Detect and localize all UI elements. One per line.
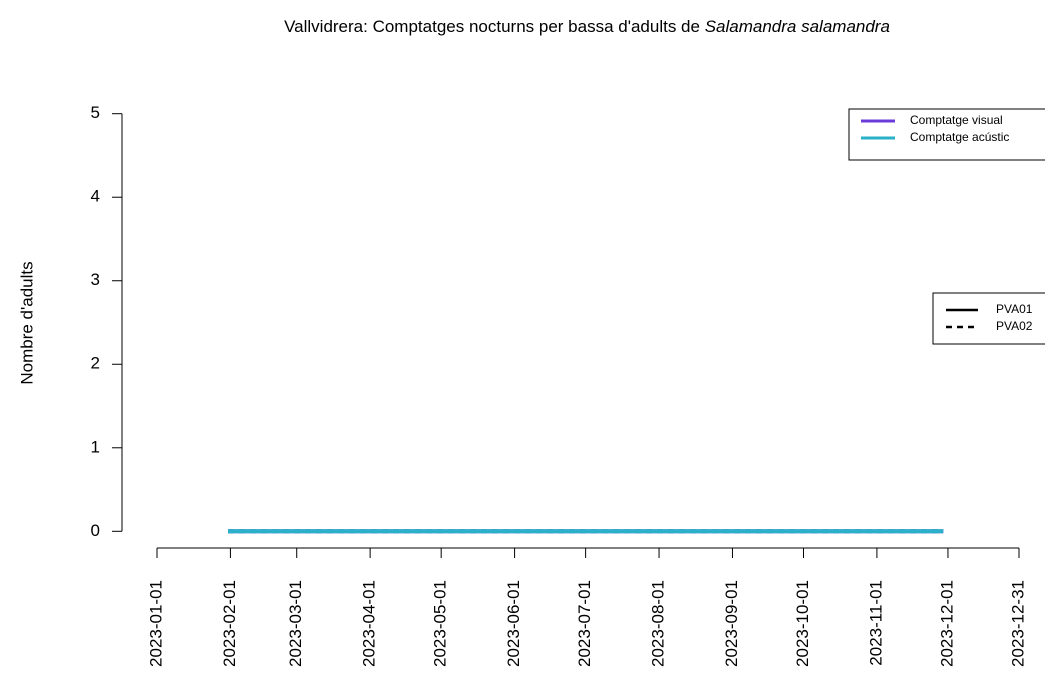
- x-tick-label: 2023-03-01: [286, 580, 305, 667]
- x-tick-label: 2023-10-01: [793, 580, 812, 667]
- legend-label: Comptatge visual: [910, 113, 1003, 127]
- x-tick-label: 2023-08-01: [649, 580, 668, 667]
- chart-title: Vallvidrera: Comptatges nocturns per bas…: [284, 17, 890, 36]
- legend-box: [848, 108, 1045, 161]
- x-tick-label: 2023-02-01: [220, 580, 239, 667]
- legend-label: PVA02: [996, 319, 1033, 333]
- x-tick-label: 2023-11-01: [866, 580, 885, 666]
- x-tick-label: 2023-05-01: [431, 580, 450, 667]
- x-tick-label: 2023-04-01: [360, 580, 379, 667]
- y-tick-label: 4: [91, 187, 100, 206]
- x-tick-label: 2023-01-01: [146, 580, 165, 667]
- x-tick-label: 2023-06-01: [504, 580, 523, 667]
- legend-box: [932, 292, 1045, 345]
- x-tick-label: 2023-12-31: [1008, 580, 1027, 667]
- legend-label: PVA01: [996, 302, 1033, 316]
- y-tick-label: 1: [91, 437, 100, 456]
- x-tick-label: 2023-09-01: [722, 580, 741, 667]
- y-tick-label: 2: [91, 354, 100, 373]
- x-tick-label: 2023-07-01: [575, 580, 594, 667]
- legend-label: Comptatge acústic: [910, 130, 1009, 144]
- title-text: Vallvidrera: Comptatges nocturns per bas…: [284, 17, 700, 36]
- y-axis-label: Nombre d'adults: [17, 261, 36, 384]
- x-tick-label: 2023-12-01: [937, 580, 956, 667]
- y-tick-label: 3: [91, 270, 100, 289]
- y-tick-label: 5: [91, 103, 100, 122]
- y-tick-label: 0: [91, 521, 100, 540]
- title-species: Salamandra salamandra: [705, 17, 890, 36]
